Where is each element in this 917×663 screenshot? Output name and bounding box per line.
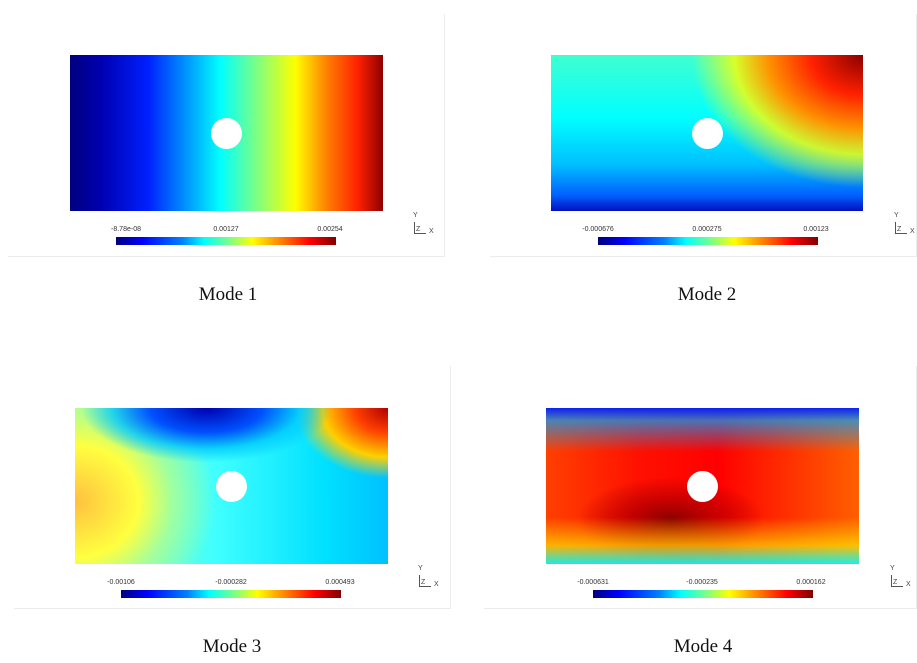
axis-x-line — [891, 586, 903, 587]
mode-3-axes-triad: Y Z X — [415, 565, 443, 595]
mode-4-caption: Mode 4 — [673, 636, 733, 657]
axis-y-line — [414, 222, 415, 234]
mode-1-tick-mid: 0.00127 — [213, 226, 239, 233]
axis-x-line — [419, 586, 431, 587]
mode-1-hole — [211, 118, 242, 149]
axis-x-line — [414, 233, 426, 234]
mode-3-colorbar — [121, 590, 341, 598]
mode-2-hole — [692, 118, 723, 149]
mode-3-hole — [216, 471, 247, 502]
mode-4-colorbar — [593, 590, 813, 598]
mode-4-tick-mid: -0.000235 — [686, 579, 718, 586]
axis-x-label: X — [906, 581, 911, 588]
axis-y-line — [895, 222, 896, 234]
axis-y-label: Y — [418, 565, 423, 572]
mode-4-hole — [687, 471, 718, 502]
axis-z-label: Z — [893, 579, 898, 586]
axis-y-label: Y — [413, 212, 418, 219]
mode-2-caption: Mode 2 — [677, 284, 737, 305]
axis-z-label: Z — [421, 579, 426, 586]
axis-z-label: Z — [897, 226, 902, 233]
mode-4-axes-triad: Y Z X — [887, 565, 915, 595]
mode-1-colorbar — [116, 237, 336, 245]
axis-y-line — [891, 575, 892, 587]
mode-3-tick-min: -0.00106 — [107, 579, 135, 586]
mode-4-tick-min: -0.000631 — [577, 579, 609, 586]
axis-z-label: Z — [416, 226, 421, 233]
mode-2-tick-min: -0.000676 — [582, 226, 614, 233]
axis-x-line — [895, 233, 907, 234]
mode-1-tick-max: 0.00254 — [317, 226, 343, 233]
axis-x-label: X — [910, 228, 915, 235]
mode-3-caption: Mode 3 — [202, 636, 262, 657]
axis-x-label: X — [429, 228, 434, 235]
mode-3-frame — [14, 366, 451, 609]
mode-3-tick-mid: -0.000282 — [215, 579, 247, 586]
mode-1-tick-min: -8.78e-08 — [111, 226, 141, 233]
mode-3-tick-max: 0.000493 — [325, 579, 355, 586]
mode-2-colorbar — [598, 237, 818, 245]
axis-x-label: X — [434, 581, 439, 588]
axis-y-label: Y — [890, 565, 895, 572]
mode-2-tick-max: 0.00123 — [803, 226, 829, 233]
axis-y-label: Y — [894, 212, 899, 219]
mode-2-axes-triad: Y Z X — [891, 212, 917, 242]
mode-1-axes-triad: Y Z X — [410, 212, 438, 242]
mode-4-tick-max: 0.000162 — [796, 579, 826, 586]
mode-2-tick-mid: 0.000275 — [692, 226, 722, 233]
mode-1-frame — [8, 14, 445, 257]
axis-y-line — [419, 575, 420, 587]
mode-1-caption: Mode 1 — [198, 284, 258, 305]
